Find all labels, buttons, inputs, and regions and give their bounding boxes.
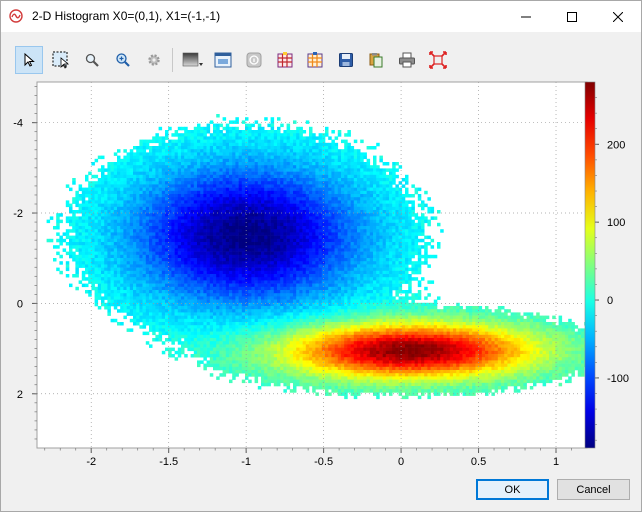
copy-icon [369,53,383,68]
fit-extent-button[interactable] [424,46,452,74]
print-icon [399,52,415,68]
x-tick-label: 1 [553,456,559,468]
zoom-box-tool-icon [52,51,70,69]
magnifier-tool-icon [85,53,99,67]
info-icon [246,52,262,68]
grid-red-button[interactable] [271,46,299,74]
close-icon [613,11,623,22]
histogram-chart[interactable]: -2 -1.5 -1 -0.5 0 0.5 1 -4 -2 0 2 200 100 0 -100 [1,78,641,474]
select-tool-button[interactable] [15,46,43,74]
select-arrow-tool-icon [24,52,35,67]
title-bar[interactable]: 2-D Histogram X0=(0,1), X1=(-1,-1) [1,1,641,32]
grid-lines [37,82,587,448]
save-icon [339,53,353,67]
colorbar-tick-label: 0 [607,295,613,307]
colorbar-tick-label: -100 [607,373,629,385]
fit-extent-icon [429,51,447,69]
window-layout-button[interactable] [209,46,237,74]
grid-orange-button[interactable] [301,46,329,74]
x-tick-label: -0.5 [314,456,333,468]
x-tick-label: 0.5 [471,456,486,468]
info-button[interactable] [240,46,268,74]
heatmap-cells [46,114,588,400]
settings-button[interactable] [140,46,168,74]
settings-gear-icon [148,54,160,66]
zoom-in-tool-icon [116,53,130,67]
toolbar-separator [172,48,173,72]
x-tick-label: 0 [398,456,404,468]
y-tick-label: 0 [17,298,23,310]
magnifier-button[interactable] [78,46,106,74]
window-layout-icon [214,52,232,68]
maximize-button[interactable] [549,1,595,32]
close-button[interactable] [595,1,641,32]
print-button[interactable] [393,46,421,74]
grid-orange-icon [307,52,323,68]
minimize-icon [521,16,531,17]
y-tick-label: -2 [13,208,23,220]
colormap-button[interactable] [179,46,207,74]
x-tick-label: -2 [86,456,96,468]
grid-red-icon [277,52,293,68]
toolbar [1,32,641,78]
window-title: 2-D Histogram X0=(0,1), X1=(-1,-1) [32,9,221,23]
app-logo-icon [9,9,23,23]
copy-button[interactable] [362,46,390,74]
x-tick-label: -1 [241,456,251,468]
colorbar-tick-label: 100 [607,217,625,229]
cancel-button[interactable]: Cancel [557,479,630,500]
x-tick-label: -1.5 [159,456,178,468]
save-button[interactable] [332,46,360,74]
y-tick-label: 2 [17,389,23,401]
ok-button[interactable]: OK [476,479,549,500]
zoom-in-button[interactable] [109,46,137,74]
minimize-button[interactable] [503,1,549,32]
maximize-icon [567,11,577,22]
y-tick-label: -4 [13,118,23,130]
colormap-dropdown-icon [182,52,203,67]
colorbar [584,81,596,449]
colorbar-tick-label: 200 [607,139,625,151]
zoom-box-button[interactable] [47,46,75,74]
